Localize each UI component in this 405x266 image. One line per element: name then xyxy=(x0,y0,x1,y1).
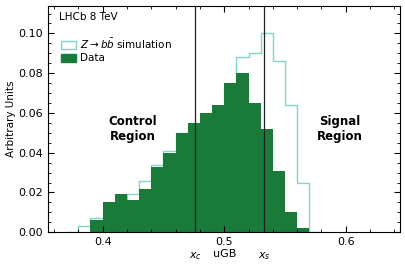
Text: Signal
Region: Signal Region xyxy=(316,115,362,143)
Text: Control
Region: Control Region xyxy=(109,115,157,143)
Text: $x_c$: $x_c$ xyxy=(188,250,201,262)
X-axis label: uGB: uGB xyxy=(212,248,235,259)
Text: $x_s$: $x_s$ xyxy=(257,250,270,262)
Text: LHCb 8 TeV: LHCb 8 TeV xyxy=(58,12,117,22)
Y-axis label: Arbitrary Units: Arbitrary Units xyxy=(6,81,15,157)
Legend: $Z \rightarrow b\bar{b}$ simulation, Data: $Z \rightarrow b\bar{b}$ simulation, Dat… xyxy=(60,36,173,64)
